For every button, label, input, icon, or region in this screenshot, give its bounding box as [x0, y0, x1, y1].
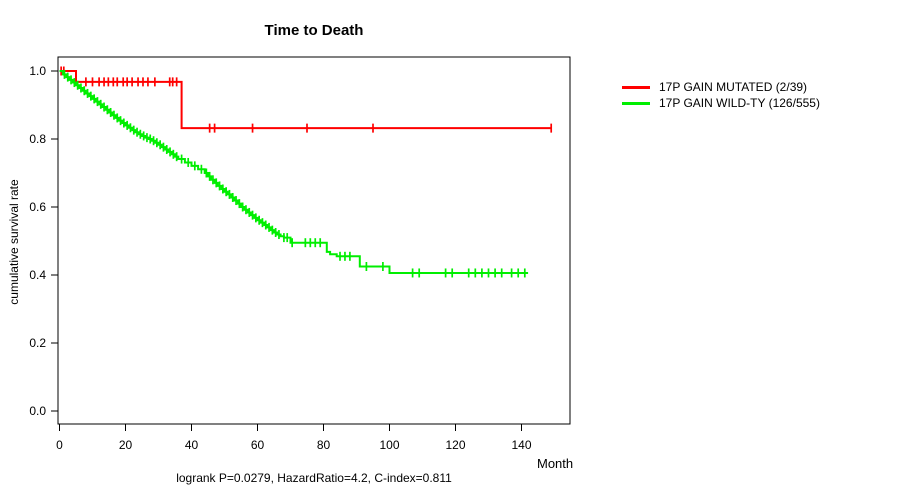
x-tick-label: 80: [317, 438, 331, 452]
legend-item-0: 17P GAIN MUTATED (2/39): [622, 79, 820, 95]
chart-title: Time to Death: [264, 22, 364, 39]
y-tick-label: 0.2: [29, 336, 46, 350]
legend-line-swatch: [622, 101, 650, 105]
legend-line-swatch: [622, 85, 650, 89]
y-axis-label: cumulative survival rate: [7, 179, 21, 305]
x-tick-label: 40: [185, 438, 199, 452]
x-tick-label: 60: [251, 438, 265, 452]
legend: 17P GAIN MUTATED (2/39) 17P GAIN WILD-TY …: [622, 79, 820, 111]
km-curve-0: [59, 70, 552, 130]
x-tick-label: 100: [379, 438, 399, 452]
y-tick-label: 1.0: [29, 64, 46, 78]
plot-box: [57, 56, 571, 425]
x-axis-label: Month: [537, 456, 574, 471]
km-curve-1: [59, 70, 529, 274]
x-tick-label: 0: [56, 438, 63, 452]
stats-caption: logrank P=0.0279, HazardRatio=4.2, C-ind…: [176, 471, 452, 485]
y-tick-label: 0.6: [29, 200, 46, 214]
x-tick-label: 120: [445, 438, 465, 452]
x-tick-label: 20: [119, 438, 133, 452]
legend-item-1: 17P GAIN WILD-TY (126/555): [622, 95, 820, 111]
legend-label: 17P GAIN MUTATED (2/39): [659, 80, 808, 94]
x-tick-label: 140: [511, 438, 531, 452]
legend-label: 17P GAIN WILD-TY (126/555): [659, 96, 820, 110]
y-tick-label: 0.8: [29, 132, 46, 146]
y-tick-label: 0.4: [29, 268, 46, 282]
y-tick-label: 0.0: [29, 404, 46, 418]
